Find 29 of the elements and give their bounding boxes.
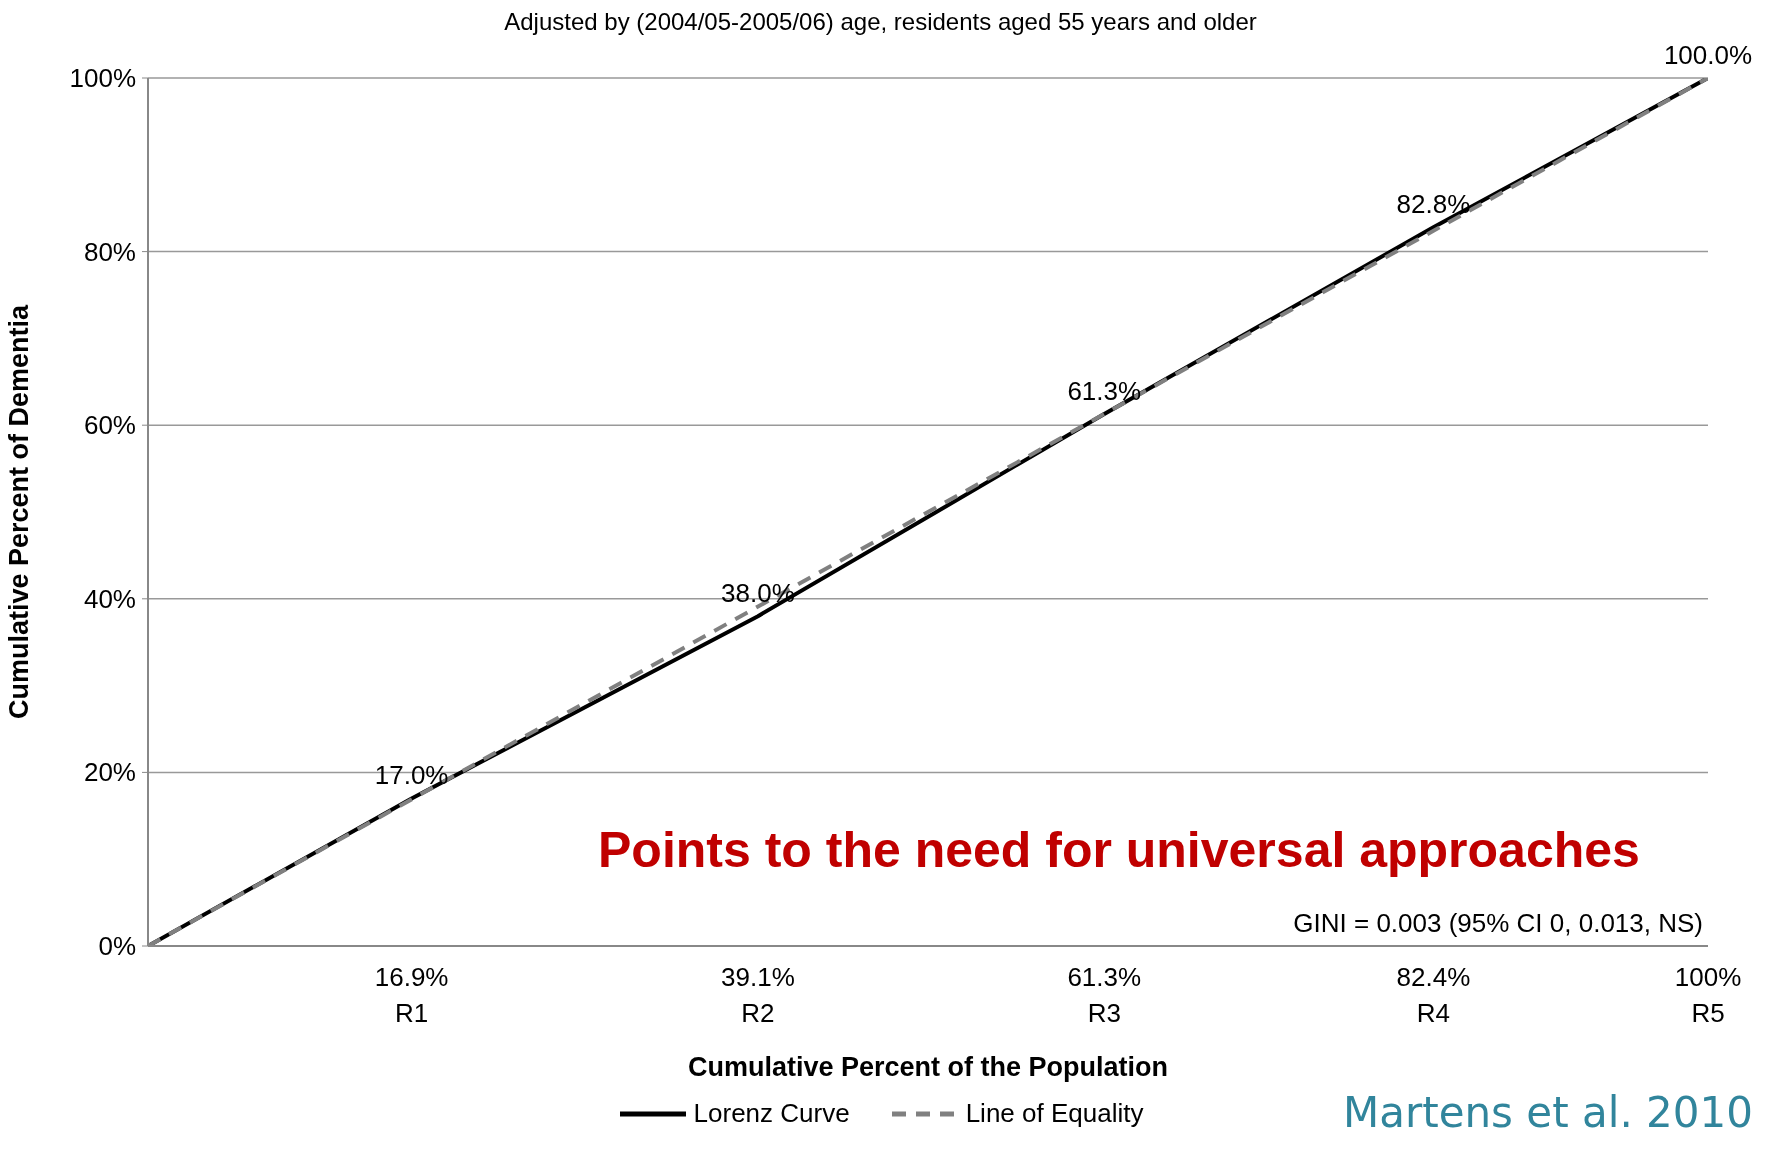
legend-label: Line of Equality — [965, 1098, 1144, 1129]
y-tick-label: 80% — [83, 236, 136, 267]
y-tick-label: 60% — [83, 410, 136, 441]
annotation: GINI = 0.003 (95% CI 0, 0.013, NS) — [1293, 908, 1703, 939]
data-label: 17.0% — [374, 760, 449, 791]
text: Martens et al. 2010 — [1342, 1088, 1753, 1137]
x-tick-label: 39.1% — [721, 962, 795, 992]
y-tick-label: 40% — [83, 583, 136, 614]
annotation: Points to the need for universal approaches — [598, 821, 1640, 879]
text: R1 — [395, 998, 429, 1028]
text: R5 — [1691, 998, 1725, 1028]
x-tick-label: 100% — [1674, 962, 1742, 992]
x-tick-label: 61.3% — [1067, 962, 1142, 992]
x-axis-title: Cumulative Percent of the Population — [687, 1052, 1169, 1082]
data-label: 38.0% — [721, 578, 795, 609]
y-tick-label: 100% — [69, 63, 136, 93]
chart-subtitle: Adjusted by (2004/05-2005/06) age, residents aged 55 years and older — [503, 8, 1258, 36]
text: R4 — [1416, 998, 1451, 1028]
x-tick-label: 16.9% — [374, 962, 449, 992]
data-label: 82.8% — [1396, 189, 1471, 220]
y-axis-title: Cumulative Percent of Dementia — [3, 303, 34, 720]
y-tick-label: 0% — [98, 931, 136, 961]
data-label: 61.3% — [1067, 375, 1142, 406]
text: R3 — [1087, 998, 1121, 1028]
y-tick-label: 20% — [83, 757, 136, 788]
legend-label: Lorenz Curve — [693, 1098, 850, 1129]
data-label: 100.0% — [1663, 40, 1753, 70]
text: R2 — [741, 998, 775, 1028]
x-tick-label: 82.4% — [1396, 962, 1471, 992]
